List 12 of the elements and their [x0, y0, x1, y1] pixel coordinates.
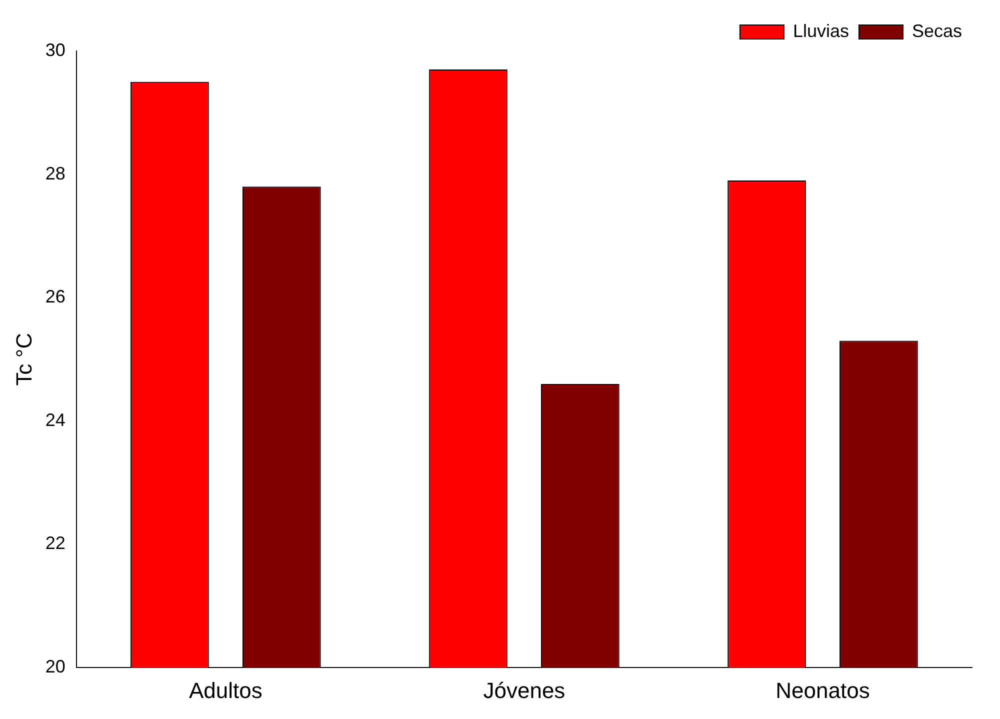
y-tick-label: 24 [45, 410, 66, 430]
y-axis-title: Tc °C [11, 332, 36, 386]
legend-label: Secas [912, 20, 962, 41]
y-tick-label: 20 [45, 656, 66, 677]
y-tick-label: 22 [45, 533, 66, 554]
y-tick-label: 28 [45, 163, 66, 184]
x-tick-label: Neonatos [776, 678, 870, 703]
x-tick-label: Adultos [188, 678, 262, 703]
y-tick-label: 30 [45, 40, 66, 60]
y-tick-label: 26 [45, 286, 66, 307]
legend-label: Lluvias [792, 20, 849, 41]
x-tick-label: Jóvenes [483, 678, 566, 703]
